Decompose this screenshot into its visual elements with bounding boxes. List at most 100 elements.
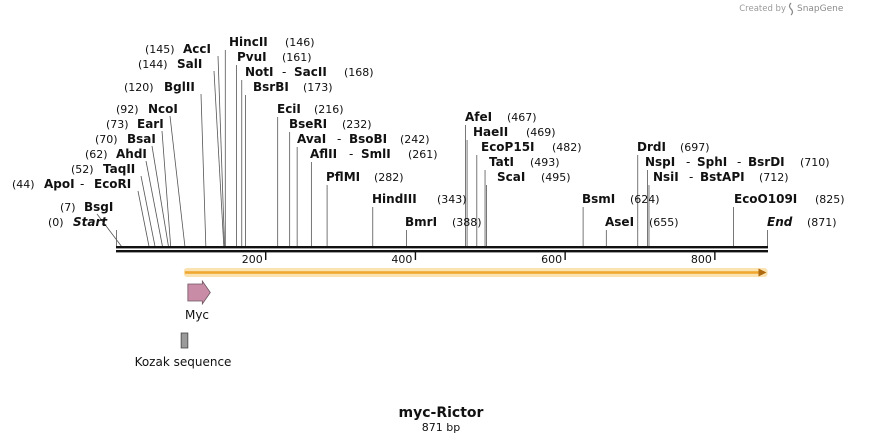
site-label-tati[interactable]: TatI [489, 155, 514, 169]
site-label-bsgi[interactable]: BsgI [84, 200, 113, 214]
site-label-noti[interactable]: NotI [245, 65, 274, 79]
site-label-hincii[interactable]: HincII [229, 35, 268, 49]
site-label-sali[interactable]: SalI [177, 57, 202, 71]
site-label-hindiii[interactable]: HindIII [372, 192, 417, 206]
site-pos-bglii: (120) [124, 81, 154, 94]
site-label-bsrbi[interactable]: BsrBI [253, 80, 289, 94]
site-line-ahdi [145, 160, 163, 247]
site-dash: - [737, 155, 741, 169]
site-line-apoi [137, 190, 150, 247]
site-pos-ahdi: (62) [85, 148, 108, 161]
site-pos-bsgi: (7) [60, 201, 76, 214]
site-dash: - [689, 170, 693, 184]
axis-tick-label-200: 200 [242, 253, 263, 266]
kozak-label: Kozak sequence [135, 355, 232, 369]
site-line-bsai [151, 145, 169, 247]
axis-tick-label-400: 400 [391, 253, 412, 266]
site-pos-apoi: (44) [12, 178, 35, 191]
site-pos-drdi: (697) [680, 141, 710, 154]
site-pos-bseri: (232) [342, 118, 372, 131]
site-pos-ncoi: (92) [116, 103, 139, 116]
site-label-nspi[interactable]: NspI [645, 155, 675, 169]
site-label-bsmi[interactable]: BsmI [582, 192, 615, 206]
position-axis: 200 400 600 800 [242, 252, 716, 266]
site-label-afei[interactable]: AfeI [465, 110, 492, 124]
backbone-top-strand [116, 246, 768, 249]
site-label-bseri[interactable]: BseRI [289, 117, 327, 131]
myc-arrow-icon[interactable] [187, 279, 211, 306]
site-label-bsai[interactable]: BsaI [127, 132, 156, 146]
site-pos-noti: (168) [344, 66, 374, 79]
site-dash: - [337, 132, 341, 146]
site-label-asei[interactable]: AseI [605, 215, 634, 229]
site-labels: (0) Start (7) BsgI (44) ApoI - EcoRI (52… [12, 35, 845, 229]
site-pos-bsai: (70) [95, 133, 118, 146]
site-label-bmri[interactable]: BmrI [405, 215, 437, 229]
site-pos-hincii: (146) [285, 36, 315, 49]
site-label-haeii[interactable]: HaeII [473, 125, 508, 139]
site-line-taqii [140, 175, 156, 247]
site-pos-acci: (145) [145, 43, 175, 56]
site-label-bsrdi[interactable]: BsrDI [748, 155, 785, 169]
orf-arrow-shaft[interactable] [184, 271, 761, 274]
site-label-ecop15i[interactable]: EcoP15I [481, 140, 535, 154]
site-pos-nspi: (710) [800, 156, 830, 169]
site-label-bsobi[interactable]: BsoBI [349, 132, 387, 146]
site-label-ecoo109i[interactable]: EcoO109I [734, 192, 797, 206]
site-label-acci[interactable]: AccI [183, 42, 211, 56]
site-pos-eari: (73) [106, 118, 129, 131]
site-label-ecori[interactable]: EcoRI [94, 177, 131, 191]
site-label-bglii[interactable]: BglII [164, 80, 195, 94]
site-label-bstapi[interactable]: BstAPI [700, 170, 745, 184]
site-label-sphi[interactable]: SphI [697, 155, 727, 169]
site-label-start[interactable]: Start [73, 215, 108, 229]
map-subtitle: 871 bp [422, 421, 460, 434]
site-label-pvui[interactable]: PvuI [237, 50, 267, 64]
site-dash: - [686, 155, 690, 169]
site-label-end[interactable]: End [767, 215, 793, 229]
site-label-apoi[interactable]: ApoI [44, 177, 75, 191]
site-line-bsgi [96, 213, 122, 247]
site-pos-haeii: (469) [526, 126, 556, 139]
site-label-ncoi[interactable]: NcoI [148, 102, 178, 116]
map-title: myc-Rictor [399, 405, 484, 421]
site-label-ecii[interactable]: EciI [277, 102, 301, 116]
site-pos-scai: (495) [541, 171, 571, 184]
site-label-smli[interactable]: SmlI [361, 147, 391, 161]
site-pos-asei: (655) [649, 216, 679, 229]
site-dash: - [80, 177, 84, 191]
site-label-avai[interactable]: AvaI [297, 132, 326, 146]
features: Myc Kozak sequence [135, 268, 768, 369]
site-pos-nsii: (712) [759, 171, 789, 184]
kozak-box[interactable] [180, 332, 189, 349]
site-pos-aflii: (261) [408, 148, 438, 161]
backbone-bottom-strand [116, 250, 768, 253]
site-pos-ecii: (216) [314, 103, 344, 116]
site-label-scai[interactable]: ScaI [497, 170, 525, 184]
site-pos-avai: (242) [400, 133, 430, 146]
site-pos-bsmi: (624) [630, 193, 660, 206]
site-label-pflmi[interactable]: PflMI [326, 170, 360, 184]
site-pos-taqii: (52) [71, 163, 94, 176]
site-label-eari[interactable]: EarI [137, 117, 164, 131]
site-label-nsii[interactable]: NsiI [653, 170, 679, 184]
snapgene-logo-icon [788, 2, 794, 16]
site-label-sacii[interactable]: SacII [294, 65, 327, 79]
axis-tick-label-800: 800 [691, 253, 712, 266]
site-pos-hindiii: (343) [437, 193, 467, 206]
site-label-drdi[interactable]: DrdI [637, 140, 666, 154]
myc-label: Myc [185, 308, 209, 322]
site-dash: - [349, 147, 353, 161]
site-lines [96, 50, 768, 247]
site-line-eari [161, 130, 172, 247]
site-line-acci [217, 55, 225, 247]
site-label-aflii[interactable]: AflII [310, 147, 337, 161]
brand-text: SnapGene [797, 4, 844, 14]
site-label-taqii[interactable]: TaqII [103, 162, 135, 176]
axis-tick-label-600: 600 [541, 253, 562, 266]
site-pos-ecop15i: (482) [552, 141, 582, 154]
orf-arrow-head[interactable] [758, 268, 767, 277]
site-label-ahdi[interactable]: AhdI [116, 147, 147, 161]
site-dash: - [282, 65, 286, 79]
